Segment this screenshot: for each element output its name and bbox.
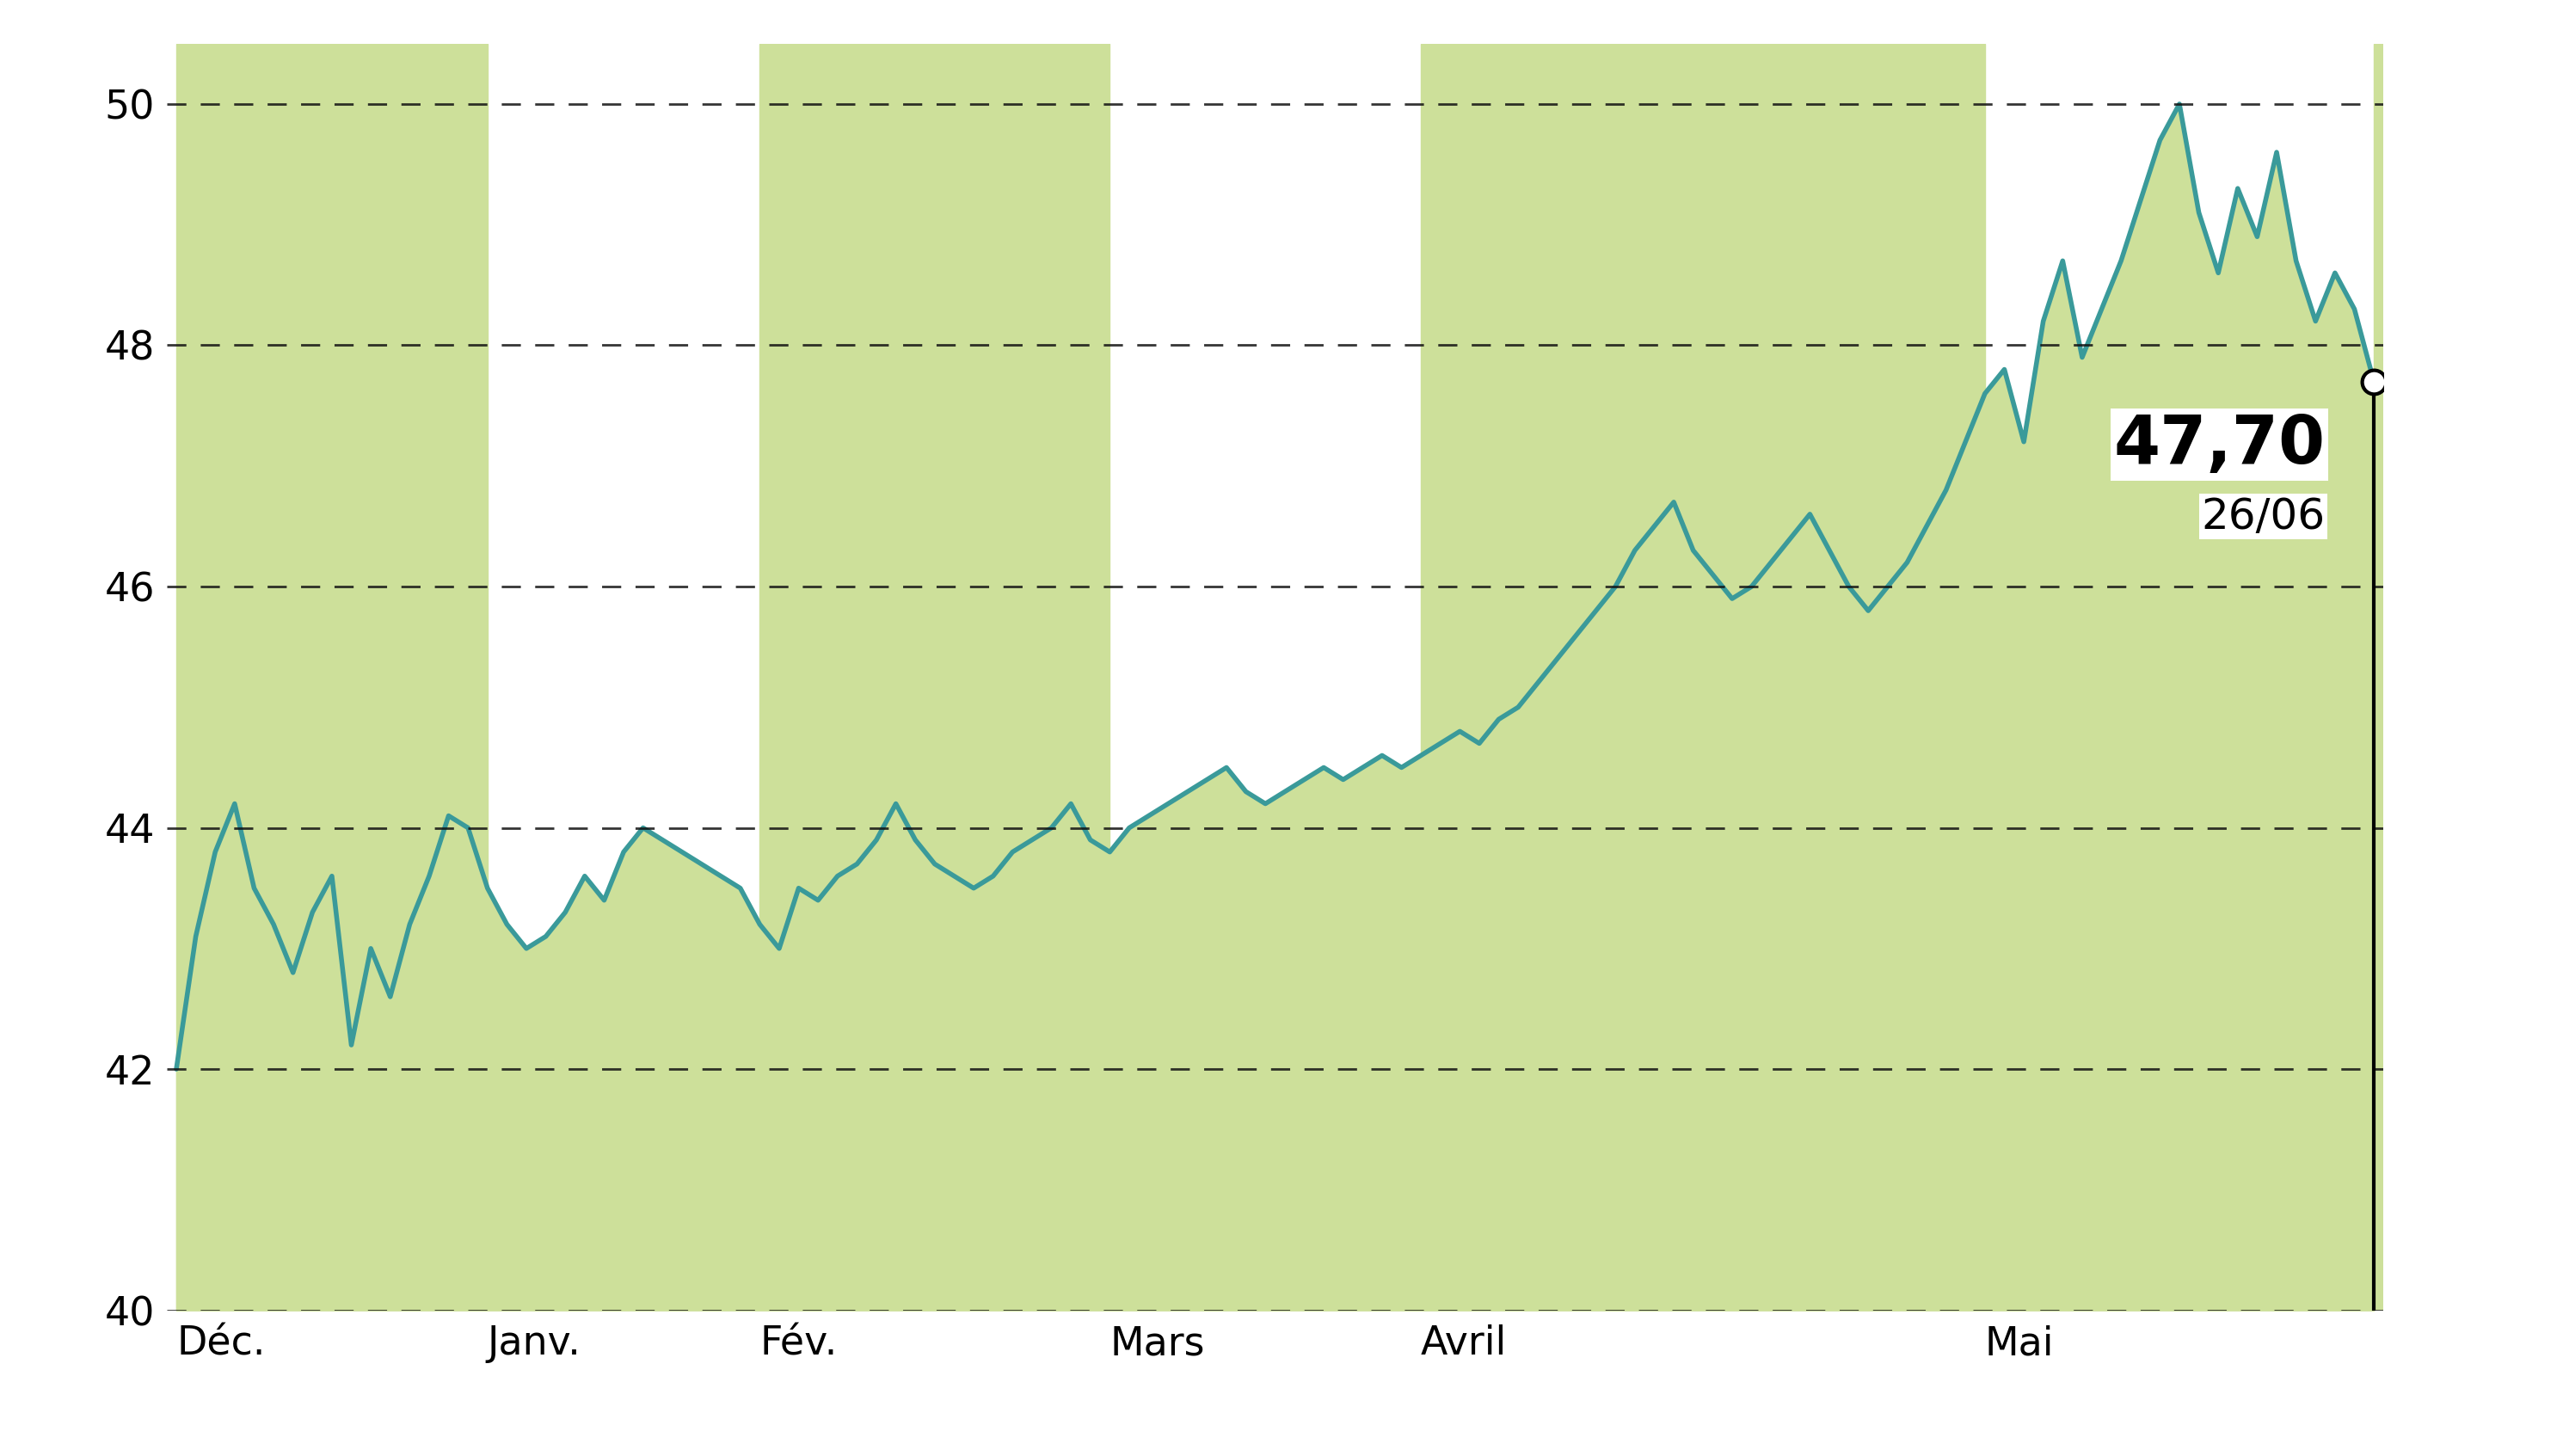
Bar [177, 44, 487, 1310]
Bar [759, 44, 1110, 1310]
Bar [1420, 44, 1984, 1310]
Bar [2373, 44, 2432, 1310]
Text: SNP Schneider-Neureither & Partner SE: SNP Schneider-Neureither & Partner SE [346, 44, 2217, 124]
Text: 26/06: 26/06 [2202, 496, 2325, 537]
Text: 47,70: 47,70 [2114, 412, 2325, 478]
